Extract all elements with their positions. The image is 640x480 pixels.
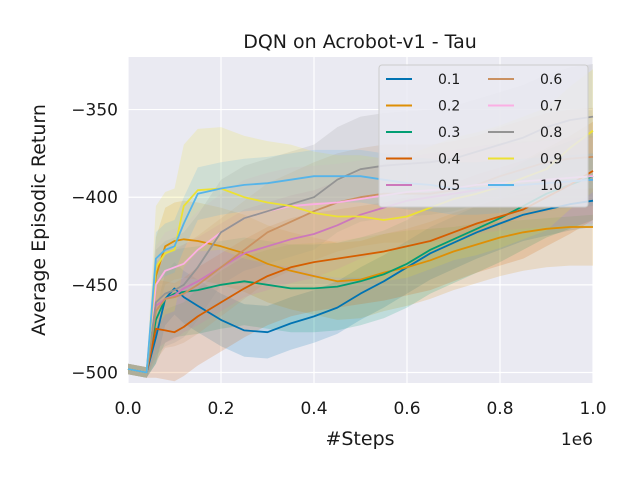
y-axis-label: Average Episodic Return (28, 104, 50, 336)
legend-label-0.9: 0.9 (540, 152, 562, 168)
legend-label-0.2: 0.2 (438, 99, 460, 115)
legend-label-0.5: 0.5 (438, 178, 460, 194)
band-series-0.1 (128, 174, 593, 378)
legend-label-0.8: 0.8 (540, 125, 562, 141)
y-tick-label: −400 (71, 188, 118, 208)
band-series-0.2 (128, 188, 593, 378)
legend-label-1.0: 1.0 (540, 178, 562, 194)
x-tick-label: 0.6 (393, 399, 420, 419)
legend-label-0.1: 0.1 (438, 72, 460, 88)
line-series-0.4 (127, 170, 594, 374)
legend-label-0.7: 0.7 (540, 99, 562, 115)
y-axis-ticks: −500 −450 −400 −350 (71, 101, 118, 384)
y-tick-label: −500 (71, 363, 118, 383)
x-tick-label: 0.4 (300, 399, 327, 419)
x-tick-label: 0.2 (207, 399, 234, 419)
y-tick-label: −350 (71, 101, 118, 121)
x-tick-label: 0.0 (114, 399, 141, 419)
legend-label-0.4: 0.4 (438, 152, 460, 168)
chart-title: DQN on Acrobot-v1 - Tau (243, 31, 477, 53)
x-tick-label: 1.0 (579, 399, 606, 419)
x-axis-ticks: 0.0 0.2 0.4 0.6 0.8 1.0 (114, 399, 606, 419)
legend-items: 0.1 0.2 0.3 0.4 0.5 0.6 0.7 0.8 0.9 1.0 (386, 72, 562, 194)
legend: 0.1 0.2 0.3 0.4 0.5 0.6 0.7 0.8 0.9 1.0 (378, 64, 589, 208)
line-series-0.2 (127, 226, 593, 374)
x-axis-offset-label: 1e6 (561, 430, 593, 450)
x-axis-label: #Steps (325, 428, 394, 450)
x-tick-label: 0.8 (486, 399, 513, 419)
y-tick-label: −450 (71, 276, 118, 296)
legend-box (378, 64, 589, 208)
legend-label-0.6: 0.6 (540, 72, 562, 88)
legend-label-0.3: 0.3 (438, 125, 460, 141)
